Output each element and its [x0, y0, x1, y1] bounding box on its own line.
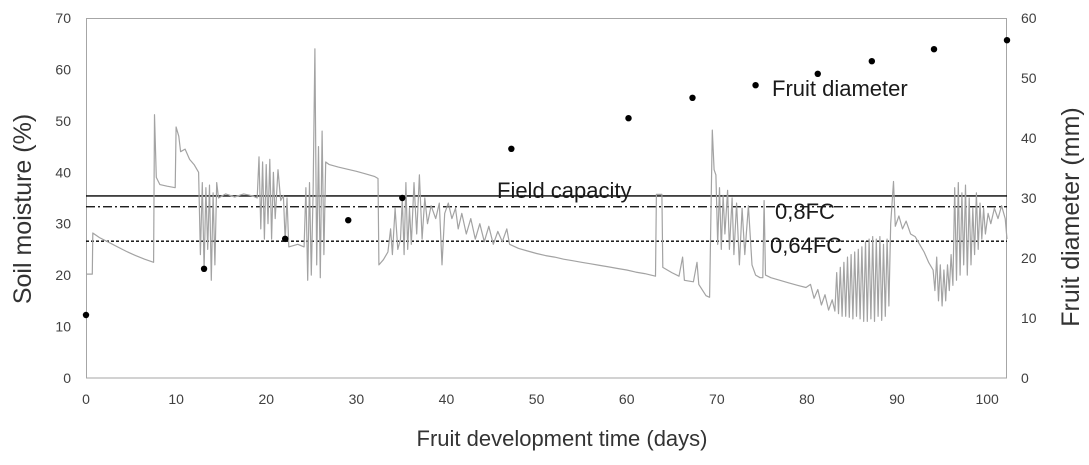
fruit-diameter-label: Fruit diameter — [772, 76, 908, 101]
x-tick-label: 20 — [258, 391, 274, 407]
soil-moisture-line — [86, 48, 1008, 322]
x-tick-label: 30 — [349, 391, 365, 407]
fruit-diameter-point — [1003, 37, 1011, 44]
x-axis-ticks: 0 10 20 30 40 50 60 70 80 90 100 — [82, 391, 999, 407]
fruit-diameter-point — [625, 115, 632, 122]
fruit-diameter-point — [82, 311, 90, 319]
fruit-diameter-point — [345, 217, 352, 224]
left-y-tick-label: 10 — [55, 319, 71, 335]
left-y-tick-label: 30 — [55, 216, 71, 232]
right-y-tick-label: 50 — [1021, 70, 1037, 86]
x-tick-label: 100 — [975, 391, 999, 407]
left-y-tick-label: 70 — [55, 10, 71, 26]
right-y-tick-label: 10 — [1021, 310, 1037, 326]
x-axis-title: Fruit development time (days) — [417, 426, 708, 451]
left-y-axis-title: Soil moisture (%) — [9, 114, 37, 304]
field-capacity-label: Field capacity — [497, 178, 632, 203]
soil-moisture-series — [86, 48, 1008, 322]
left-y-tick-label: 50 — [55, 113, 71, 129]
fruit-diameter-point — [508, 145, 515, 152]
x-tick-label: 40 — [439, 391, 455, 407]
left-y-tick-label: 60 — [55, 61, 71, 77]
fruit-diameter-point — [868, 58, 876, 65]
right-y-tick-label: 40 — [1021, 130, 1037, 146]
left-y-tick-label: 40 — [55, 164, 71, 180]
x-tick-label: 80 — [799, 391, 815, 407]
fruit-diameter-series — [82, 37, 1011, 319]
fruit-diameter-point — [281, 235, 289, 242]
right-y-axis-title: Fruit diameter (mm) — [1057, 107, 1085, 326]
fruit-diameter-point — [689, 94, 696, 102]
x-tick-label: 0 — [82, 391, 90, 407]
x-tick-label: 70 — [709, 391, 725, 407]
0-64fc-label: 0,64FC — [770, 233, 842, 258]
x-tick-label: 50 — [529, 391, 545, 407]
right-y-tick-label: 20 — [1021, 250, 1037, 266]
x-tick-label: 10 — [168, 391, 184, 407]
left-y-tick-label: 0 — [63, 370, 71, 386]
fruit-diameter-point — [930, 46, 938, 53]
0-8fc-label: 0,8FC — [775, 199, 835, 224]
fruit-diameter-point — [814, 70, 821, 78]
fruit-diameter-point — [399, 194, 406, 202]
left-y-axis-ticks: 0 10 20 30 40 50 60 70 — [55, 10, 71, 386]
right-y-tick-label: 60 — [1021, 10, 1037, 26]
right-y-tick-label: 0 — [1021, 370, 1029, 386]
right-y-tick-label: 30 — [1021, 190, 1037, 206]
fruit-diameter-point — [200, 265, 208, 272]
right-y-axis-ticks: 0 10 20 30 40 50 60 — [1021, 10, 1037, 386]
left-y-tick-label: 20 — [55, 267, 71, 283]
fruit-diameter-point — [752, 82, 759, 89]
x-tick-label: 60 — [619, 391, 635, 407]
x-tick-label: 90 — [889, 391, 905, 407]
